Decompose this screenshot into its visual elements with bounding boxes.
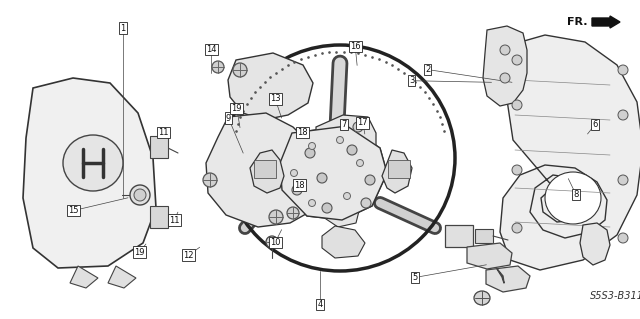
Text: 11: 11 [158, 128, 168, 137]
Ellipse shape [134, 189, 146, 201]
Ellipse shape [618, 175, 628, 185]
Polygon shape [382, 150, 412, 193]
Text: 9: 9 [226, 114, 231, 122]
Ellipse shape [512, 55, 522, 65]
Text: 5: 5 [412, 273, 417, 282]
Polygon shape [280, 126, 387, 220]
Bar [254, 160, 276, 178]
Polygon shape [280, 126, 387, 220]
Ellipse shape [500, 45, 510, 55]
Text: FR.: FR. [568, 17, 588, 27]
Bar [475, 229, 493, 243]
Ellipse shape [512, 165, 522, 175]
Text: 6: 6 [593, 120, 598, 129]
Text: 4: 4 [317, 300, 323, 309]
Ellipse shape [337, 137, 344, 144]
Bar [150, 136, 168, 158]
Polygon shape [206, 113, 323, 227]
Text: 15: 15 [68, 206, 79, 215]
Polygon shape [316, 115, 376, 177]
Text: 3: 3 [409, 76, 414, 85]
Bar [150, 206, 168, 228]
Ellipse shape [266, 236, 278, 248]
Ellipse shape [353, 122, 363, 132]
Text: 2: 2 [425, 65, 430, 74]
Ellipse shape [344, 192, 351, 199]
Polygon shape [323, 195, 360, 227]
FancyArrow shape [592, 16, 620, 28]
Text: 10: 10 [270, 238, 280, 247]
Ellipse shape [291, 169, 298, 176]
Ellipse shape [305, 148, 315, 158]
Ellipse shape [618, 233, 628, 243]
Ellipse shape [365, 175, 375, 185]
Ellipse shape [361, 198, 371, 208]
Ellipse shape [322, 203, 332, 213]
Ellipse shape [512, 100, 522, 110]
Text: 18: 18 [297, 128, 307, 137]
Ellipse shape [308, 199, 316, 206]
Ellipse shape [474, 291, 490, 305]
Polygon shape [500, 35, 640, 270]
Ellipse shape [287, 207, 299, 219]
Bar [445, 225, 473, 247]
Text: 13: 13 [270, 94, 280, 103]
Ellipse shape [512, 223, 522, 233]
Ellipse shape [500, 73, 510, 83]
Text: 14: 14 [206, 45, 216, 54]
Text: 19: 19 [232, 104, 242, 113]
Ellipse shape [292, 185, 302, 195]
Polygon shape [23, 78, 156, 268]
Polygon shape [483, 26, 527, 106]
Ellipse shape [545, 172, 601, 224]
Text: 11: 11 [169, 216, 179, 225]
Polygon shape [486, 266, 530, 292]
Polygon shape [228, 53, 313, 120]
Polygon shape [70, 266, 98, 288]
Text: 17: 17 [358, 118, 368, 127]
Polygon shape [250, 150, 284, 193]
Text: S5S3-B3110: S5S3-B3110 [590, 291, 640, 301]
Polygon shape [322, 226, 365, 258]
Text: 16: 16 [350, 42, 360, 51]
Text: 12: 12 [184, 251, 194, 260]
Ellipse shape [63, 135, 123, 191]
Text: 8: 8 [573, 190, 579, 199]
Ellipse shape [618, 110, 628, 120]
Ellipse shape [347, 145, 357, 155]
Polygon shape [580, 223, 610, 265]
Bar [388, 160, 410, 178]
Ellipse shape [212, 61, 224, 73]
Ellipse shape [233, 63, 247, 77]
Ellipse shape [308, 143, 316, 150]
Text: 7: 7 [342, 120, 347, 129]
Ellipse shape [317, 173, 327, 183]
Ellipse shape [130, 185, 150, 205]
Ellipse shape [269, 210, 283, 224]
Ellipse shape [356, 160, 364, 167]
Ellipse shape [203, 173, 217, 187]
Text: 18: 18 [294, 181, 305, 189]
Polygon shape [467, 243, 512, 269]
Polygon shape [108, 266, 136, 288]
Text: 19: 19 [134, 248, 145, 256]
Text: 1: 1 [120, 24, 125, 33]
Ellipse shape [618, 65, 628, 75]
